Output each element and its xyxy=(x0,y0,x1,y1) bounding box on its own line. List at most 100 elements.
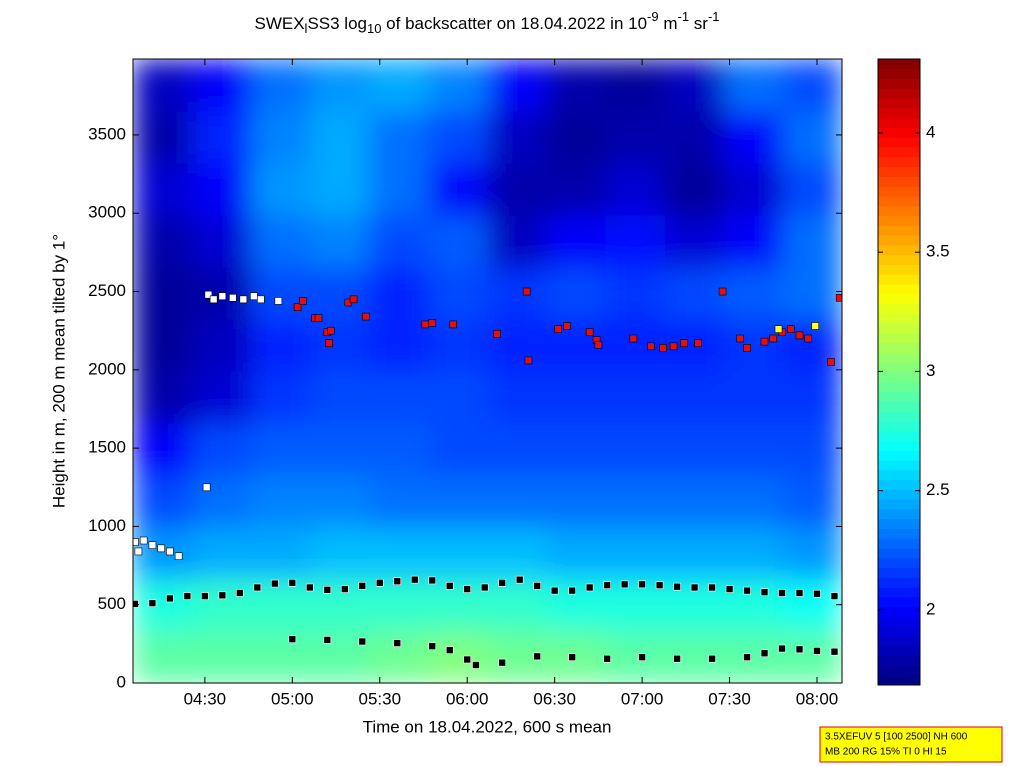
marker xyxy=(804,334,813,343)
marker xyxy=(620,580,629,589)
marker xyxy=(253,583,262,592)
heat-cell xyxy=(487,215,548,268)
colorbar-step xyxy=(878,655,920,666)
marker xyxy=(811,322,820,330)
heat-cell xyxy=(251,527,311,580)
colorbar-step xyxy=(878,469,920,481)
colorbar-step xyxy=(878,665,920,676)
heat-cell xyxy=(546,59,607,112)
colorbar-step xyxy=(878,225,920,236)
heat-cell xyxy=(723,527,784,580)
marker xyxy=(760,337,769,346)
marker xyxy=(795,331,804,340)
marker xyxy=(813,589,821,598)
heat-cell xyxy=(664,59,725,112)
heat-cell xyxy=(310,163,370,216)
heat-cell xyxy=(428,423,488,476)
title-part: SS3 log xyxy=(307,14,367,33)
heat-cell xyxy=(428,59,488,112)
marker xyxy=(533,582,541,590)
colorbar-step xyxy=(878,577,920,588)
heat-cell xyxy=(782,371,842,424)
annotation-box xyxy=(819,726,1003,763)
colorbar-frame xyxy=(877,58,921,686)
heat-cell xyxy=(428,475,488,528)
heat-cell xyxy=(192,215,252,268)
colorbar-tick-label: 4 xyxy=(926,122,935,141)
heat-cell xyxy=(251,215,311,268)
heat-cell xyxy=(782,631,842,683)
heat-cell xyxy=(664,111,725,164)
colorbar-step xyxy=(878,323,920,334)
heat-cell xyxy=(192,111,252,164)
heat-cell xyxy=(605,111,666,164)
heat-cell xyxy=(133,215,193,268)
heat-cell xyxy=(133,423,193,476)
colorbar-step xyxy=(878,254,920,265)
marker xyxy=(326,326,335,335)
colorbar-step xyxy=(878,538,920,549)
colorbar-step xyxy=(878,391,920,402)
colorbar-step xyxy=(878,176,920,187)
heat-cell xyxy=(251,59,311,112)
heat-cell xyxy=(487,423,548,476)
title-part: of backscatter on 18.04.2022 in 10 xyxy=(381,14,647,33)
marker xyxy=(218,292,227,301)
heat-cell xyxy=(428,215,488,268)
heat-cell xyxy=(546,371,607,424)
colorbar-step xyxy=(878,147,920,158)
marker xyxy=(428,642,437,651)
heat-cell xyxy=(428,371,488,424)
heat-cell xyxy=(664,371,725,424)
marker xyxy=(393,639,402,647)
x-tick-label: 07:30 xyxy=(708,689,751,708)
y-tick-label: 0 xyxy=(117,672,126,691)
heat-cell xyxy=(782,267,842,320)
marker xyxy=(743,653,751,661)
marker xyxy=(323,586,332,594)
marker xyxy=(522,287,531,296)
heat-cell xyxy=(723,163,784,216)
heat-cell xyxy=(369,215,429,268)
heat-cell xyxy=(487,59,548,112)
heat-cell xyxy=(723,423,784,476)
marker xyxy=(174,552,183,560)
heat-cell xyxy=(251,631,311,683)
marker xyxy=(306,583,314,592)
marker xyxy=(533,652,541,661)
markers xyxy=(133,287,842,669)
heat-cell xyxy=(487,267,548,320)
marker xyxy=(134,547,143,556)
marker xyxy=(550,586,559,595)
colorbar-step xyxy=(878,68,920,80)
heat-cell xyxy=(664,527,725,580)
heat-cell xyxy=(605,163,666,216)
title-part: SWEX xyxy=(254,14,304,33)
heat-cell xyxy=(428,631,488,683)
marker xyxy=(669,342,678,351)
marker xyxy=(340,585,349,593)
marker xyxy=(293,303,302,311)
marker xyxy=(524,356,533,365)
marker xyxy=(680,339,688,348)
marker xyxy=(250,292,258,301)
heat-cell xyxy=(369,59,429,112)
heat-cell xyxy=(546,111,607,164)
heat-cell xyxy=(310,215,370,268)
heat-cell xyxy=(723,59,784,112)
marker xyxy=(323,636,332,644)
heat-cell xyxy=(251,475,311,528)
heat-cell xyxy=(369,423,429,476)
heat-cell xyxy=(369,111,429,164)
marker xyxy=(148,599,157,607)
heat-cell xyxy=(428,267,488,320)
marker xyxy=(554,325,562,333)
marker xyxy=(498,658,506,667)
heat-cell xyxy=(723,579,784,632)
colorbar-step xyxy=(878,59,920,70)
marker xyxy=(358,637,367,646)
heat-cell xyxy=(192,631,252,683)
colorbar-step xyxy=(878,293,920,305)
colorbar-step xyxy=(878,596,920,608)
